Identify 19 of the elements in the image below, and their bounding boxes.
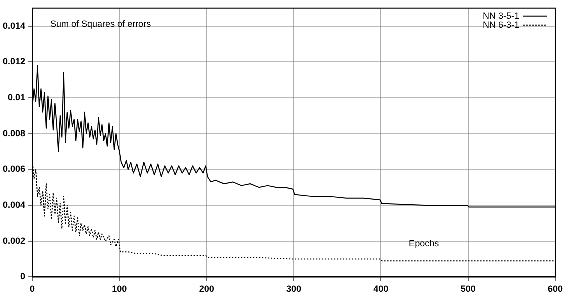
x-tick-label: 400 — [374, 284, 389, 294]
y-tick-label: 0.01 — [8, 92, 26, 102]
legend-label: NN 3-5-1 — [482, 10, 520, 21]
y-axis-title: Sum of Squares of errors — [50, 18, 152, 29]
x-tick-label: 600 — [548, 284, 564, 294]
y-tick-label: 0.002 — [2, 236, 26, 246]
y-tick-label: 0.004 — [2, 200, 26, 210]
x-tick-label: 100 — [112, 284, 128, 294]
y-tick-label: 0.014 — [2, 20, 26, 31]
y-tick-label: 0.006 — [2, 164, 26, 174]
y-tick-label: 0 — [20, 272, 26, 282]
y-tick-label: 0.008 — [2, 128, 26, 138]
x-axis-title: Epochs — [409, 238, 440, 249]
x-tick-label: 300 — [286, 284, 302, 294]
x-tick-label: 0 — [30, 284, 36, 294]
legend-label: NN 6-3-1 — [482, 20, 520, 30]
x-tick-label: 200 — [199, 284, 214, 294]
y-tick-label: 0.012 — [2, 56, 26, 67]
x-tick-label: 500 — [460, 284, 476, 294]
